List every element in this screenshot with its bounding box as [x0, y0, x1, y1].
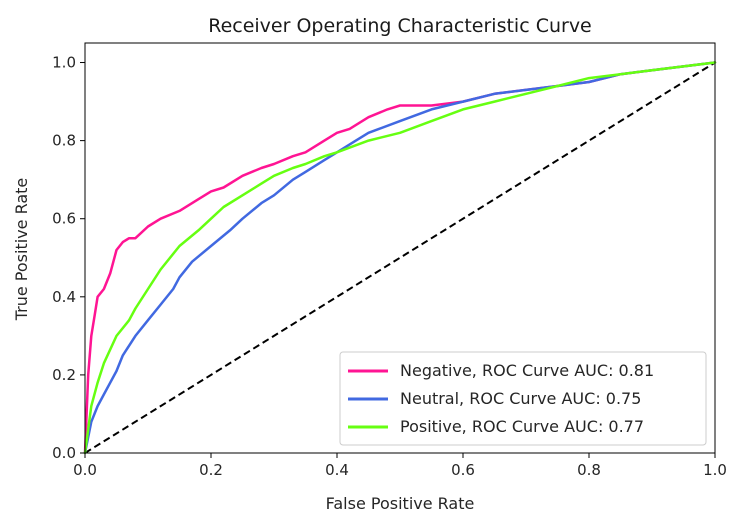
- x-tick-label: 0.6: [451, 461, 475, 479]
- legend-label-negative: Negative, ROC Curve AUC: 0.81: [400, 361, 654, 380]
- reference-diagonal-line: [84, 61, 716, 454]
- x-tick-label: 0.2: [199, 461, 223, 479]
- y-tick-label: 0.0: [52, 444, 76, 462]
- reference-layer: [84, 61, 716, 454]
- legend-label-neutral: Neutral, ROC Curve AUC: 0.75: [400, 389, 641, 408]
- x-tick-label: 0.0: [73, 461, 97, 479]
- y-tick-label: 0.4: [52, 288, 76, 306]
- roc-line-positive: [83, 61, 717, 455]
- y-tick-label: 0.2: [52, 366, 76, 384]
- roc-line-neutral: [83, 61, 717, 455]
- series-layer: [83, 61, 717, 455]
- y-tick-label: 0.8: [52, 132, 76, 150]
- plot-area: [83, 42, 717, 455]
- y-axis-ticks: 0.0 0.2 0.4 0.6 0.8 1.0: [52, 54, 85, 462]
- y-tick-label: 0.6: [52, 210, 76, 228]
- x-tick-label: 0.4: [325, 461, 349, 479]
- y-tick-label: 1.0: [52, 54, 76, 72]
- legend-box: [339, 351, 707, 446]
- chart-title: Receiver Operating Characteristic Curve: [208, 15, 592, 37]
- x-axis-label: False Positive Rate: [326, 494, 475, 513]
- legend: Negative, ROC Curve AUC: 0.81 Neutral, R…: [339, 351, 707, 446]
- legend-label-positive: Positive, ROC Curve AUC: 0.77: [400, 417, 644, 436]
- y-axis-label: True Positive Rate: [12, 178, 31, 322]
- x-tick-label: 0.8: [577, 461, 601, 479]
- x-tick-label: 1.0: [703, 461, 727, 479]
- x-axis-ticks: 0.0 0.2 0.4 0.6 0.8 1.0: [73, 453, 727, 479]
- plot-frame: [84, 42, 716, 454]
